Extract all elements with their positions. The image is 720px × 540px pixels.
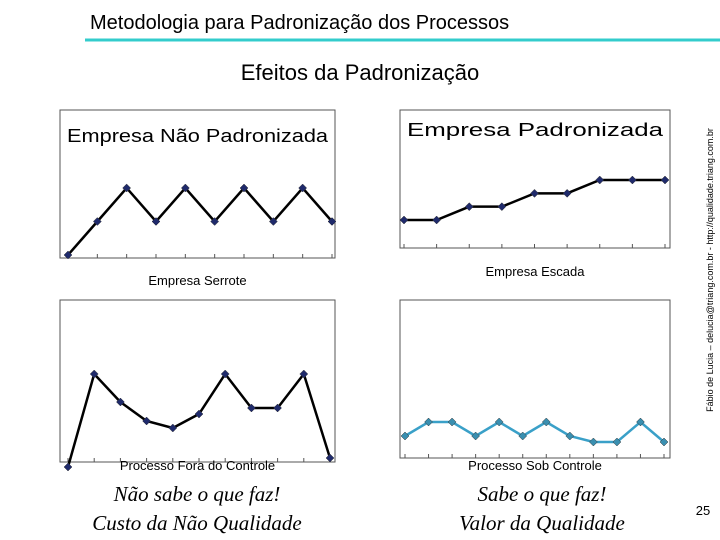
chart-caption: Empresa Escada xyxy=(486,264,586,279)
note-line: Valor da Qualidade xyxy=(459,511,625,535)
marker xyxy=(210,217,220,226)
marker xyxy=(63,250,73,260)
marker xyxy=(541,417,551,427)
chart-title: Empresa Padronizada xyxy=(407,120,664,140)
chart-frame xyxy=(399,299,671,459)
chart-caption: Processo Fora do Controle xyxy=(120,458,275,473)
chart-frame xyxy=(59,299,336,463)
chart-caption: Empresa Serrote xyxy=(148,273,246,288)
marker xyxy=(239,183,249,193)
marker xyxy=(325,453,335,463)
marker xyxy=(562,188,572,198)
marker xyxy=(494,417,504,427)
marker xyxy=(628,175,637,185)
marker xyxy=(400,431,410,441)
marker xyxy=(92,217,102,226)
series-line xyxy=(66,371,332,468)
marker xyxy=(89,369,99,379)
marker xyxy=(268,217,278,226)
marker xyxy=(247,403,256,413)
header-title: Metodologia para Padronização dos Proces… xyxy=(90,12,509,34)
chart-caption: Processo Sob Controle xyxy=(468,458,602,473)
marker xyxy=(273,403,282,413)
marker xyxy=(63,462,73,472)
marker xyxy=(565,431,575,441)
series-line xyxy=(404,178,665,222)
marker xyxy=(298,183,308,193)
marker xyxy=(220,369,230,379)
marker xyxy=(447,417,457,427)
marker xyxy=(142,416,151,426)
chart-frame xyxy=(59,109,336,259)
marker xyxy=(151,217,161,226)
marker xyxy=(660,175,670,185)
marker xyxy=(464,202,474,212)
marker xyxy=(168,423,178,433)
marker xyxy=(327,217,337,226)
credit: Fábio de Lucia – delucia@triang.com.br -… xyxy=(705,128,715,412)
marker xyxy=(518,431,528,441)
note-line: Sabe o que faz! xyxy=(478,482,607,506)
marker xyxy=(659,437,669,447)
marker xyxy=(471,431,480,441)
series-line xyxy=(67,186,333,256)
marker xyxy=(424,417,433,427)
subtitle: Efeitos da Padronização xyxy=(241,60,480,85)
marker xyxy=(299,369,309,379)
page-number: 25 xyxy=(696,503,710,518)
marker xyxy=(122,183,132,193)
note-line: Custo da Não Qualidade xyxy=(92,511,301,535)
marker xyxy=(595,175,605,185)
marker xyxy=(612,437,622,447)
marker xyxy=(399,215,409,225)
marker xyxy=(497,202,507,212)
marker xyxy=(180,183,190,193)
series-line xyxy=(404,420,665,444)
marker xyxy=(116,397,125,407)
chart-title: Empresa Não Padronizada xyxy=(67,126,329,146)
marker xyxy=(589,437,598,447)
marker xyxy=(194,409,204,419)
marker xyxy=(530,188,539,198)
marker xyxy=(432,215,441,225)
note-line: Não sabe o que faz! xyxy=(113,482,281,506)
marker xyxy=(636,417,645,427)
